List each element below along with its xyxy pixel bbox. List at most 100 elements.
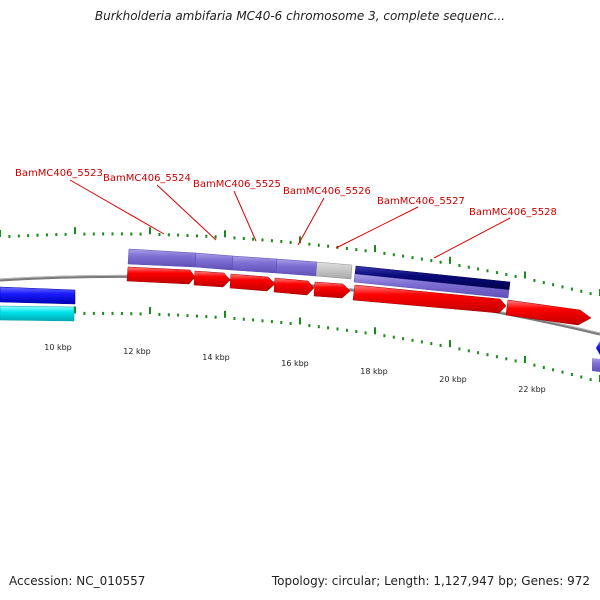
minor-tick	[317, 325, 320, 329]
minor-tick	[542, 366, 545, 369]
minor-tick	[158, 312, 161, 316]
minor-tick	[252, 318, 255, 322]
minor-tick	[167, 313, 170, 317]
minor-tick	[280, 240, 283, 243]
gene-label-5523[interactable]: BamMC406_5523	[15, 168, 103, 179]
minor-tick	[186, 234, 189, 237]
cds-arrow-next[interactable]	[505, 299, 592, 326]
minor-tick	[205, 234, 208, 238]
minor-tick	[139, 232, 142, 236]
purple-block-right-edge[interactable]	[592, 358, 600, 372]
minor-tick	[411, 338, 414, 342]
minor-tick	[36, 233, 39, 237]
minor-tick	[242, 317, 245, 321]
minor-tick	[8, 235, 11, 238]
minor-tick	[186, 314, 189, 318]
cyan-feature[interactable]	[0, 305, 75, 322]
cog-segment-5526[interactable]	[275, 258, 318, 277]
minor-tick	[120, 312, 123, 315]
minor-tick	[477, 351, 480, 355]
minor-tick	[92, 232, 95, 236]
minor-tick	[270, 320, 273, 324]
minor-tick	[120, 232, 123, 236]
minor-tick	[327, 244, 330, 248]
cds-arrow-5525[interactable]	[229, 273, 276, 292]
leader-line	[297, 197, 325, 246]
minor-tick	[177, 233, 180, 237]
gene-label-5526[interactable]: BamMC406_5526	[283, 186, 371, 197]
kbp-label: 10 kbp	[44, 343, 72, 352]
minor-tick	[430, 259, 433, 263]
major-tick	[224, 310, 226, 318]
gene-label-5528[interactable]: BamMC406_5528	[469, 207, 557, 218]
minor-tick	[580, 289, 583, 293]
minor-tick	[205, 315, 208, 319]
major-tick	[524, 271, 526, 279]
minor-tick	[458, 264, 461, 267]
cds-arrow-5523[interactable]	[126, 266, 196, 285]
cds-arrow-5528[interactable]	[352, 284, 507, 314]
leader-line	[433, 217, 511, 259]
minor-tick	[195, 234, 198, 238]
minor-tick	[355, 330, 358, 333]
major-tick	[374, 327, 376, 335]
genome-summary: Topology: circular; Length: 1,127,947 bp…	[271, 574, 590, 588]
minor-tick	[580, 375, 583, 379]
minor-tick	[270, 239, 273, 243]
cog-segment-5523[interactable]	[127, 248, 197, 268]
minor-tick	[308, 324, 311, 328]
minor-tick	[83, 311, 86, 315]
minor-tick	[505, 273, 508, 276]
minor-tick	[289, 240, 292, 244]
minor-tick	[102, 232, 105, 236]
cog-segment-5528-light[interactable]	[353, 273, 510, 299]
cog-band	[127, 248, 511, 299]
cds-arrow-5524[interactable]	[193, 270, 231, 288]
major-tick	[74, 227, 76, 235]
blue-arrow-right-edge[interactable]	[596, 341, 600, 355]
minor-tick	[242, 237, 245, 240]
minor-tick	[308, 242, 311, 246]
minor-tick	[439, 260, 442, 264]
minor-tick	[420, 340, 423, 344]
minor-tick	[505, 357, 508, 361]
minor-tick	[420, 257, 423, 261]
gene-label-5525[interactable]: BamMC406_5525	[193, 179, 281, 190]
minor-tick	[364, 331, 367, 335]
leader-line	[156, 184, 217, 241]
cog-segment-5525[interactable]	[231, 255, 278, 274]
minor-tick	[195, 314, 198, 318]
blue-feature[interactable]	[0, 286, 76, 305]
minor-tick	[552, 368, 555, 372]
cds-arrow-5526[interactable]	[273, 277, 315, 296]
kbp-label: 14 kbp	[202, 353, 230, 362]
minor-tick	[111, 232, 114, 236]
cog-segment-5524[interactable]	[194, 252, 234, 271]
minor-tick	[27, 234, 30, 238]
minor-tick	[345, 246, 348, 250]
minor-tick	[83, 232, 86, 236]
minor-tick	[589, 378, 592, 381]
minor-tick	[392, 335, 395, 339]
minor-tick	[486, 269, 489, 273]
left-features	[0, 286, 76, 322]
minor-tick	[514, 275, 517, 278]
gene-label-5524[interactable]: BamMC406_5524	[103, 173, 191, 184]
minor-tick	[355, 248, 358, 252]
minor-tick	[552, 283, 555, 287]
minor-tick	[177, 313, 180, 317]
minor-tick	[289, 322, 292, 325]
major-tick	[374, 245, 376, 253]
minor-tick	[102, 311, 105, 315]
cds-arrow-5527[interactable]	[313, 281, 351, 299]
minor-tick	[467, 265, 470, 269]
cog-segment-5527[interactable]	[315, 261, 353, 280]
minor-tick	[561, 370, 564, 374]
minor-tick	[92, 311, 95, 315]
minor-tick	[214, 235, 217, 239]
gene-label-leaders	[69, 179, 511, 259]
major-tick	[299, 236, 301, 244]
minor-tick	[280, 321, 283, 324]
gene-label-5527[interactable]: BamMC406_5527	[377, 196, 465, 207]
